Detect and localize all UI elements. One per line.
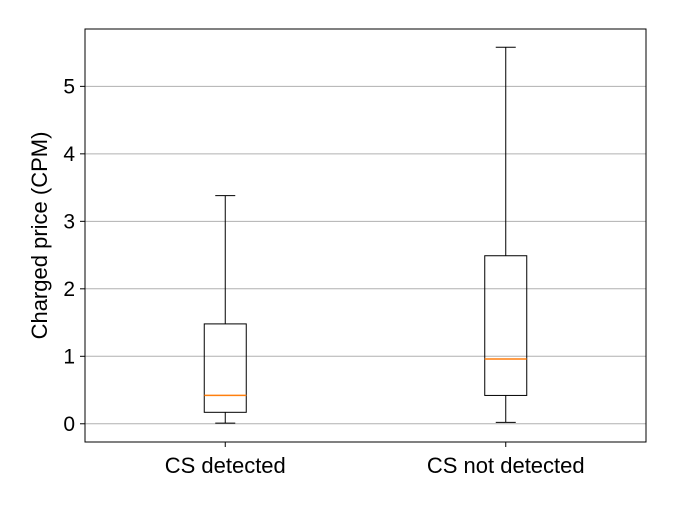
iqr-box bbox=[203, 323, 247, 413]
box-2 bbox=[484, 46, 528, 423]
box-series bbox=[203, 46, 528, 424]
y-tick-label: 0 bbox=[63, 413, 75, 436]
iqr-box bbox=[484, 255, 528, 396]
y-axis-label: Charged price (CPM) bbox=[27, 132, 52, 340]
grid-lines bbox=[85, 85, 646, 425]
plot-frame bbox=[84, 28, 647, 443]
y-tick-label: 4 bbox=[63, 143, 75, 166]
y-tick-label: 2 bbox=[63, 278, 75, 301]
y-tick-label: 5 bbox=[63, 75, 75, 98]
x-tick-label: CS not detected bbox=[427, 453, 585, 478]
x-tick-label: CS detected bbox=[165, 453, 286, 478]
box-1 bbox=[203, 195, 247, 424]
y-axis-ticks: 0 1 2 3 4 5 bbox=[63, 75, 85, 436]
y-tick-label: 3 bbox=[63, 210, 75, 233]
y-tick-label: 1 bbox=[63, 345, 75, 368]
x-axis-ticks: CS detected CS not detected bbox=[165, 442, 585, 478]
